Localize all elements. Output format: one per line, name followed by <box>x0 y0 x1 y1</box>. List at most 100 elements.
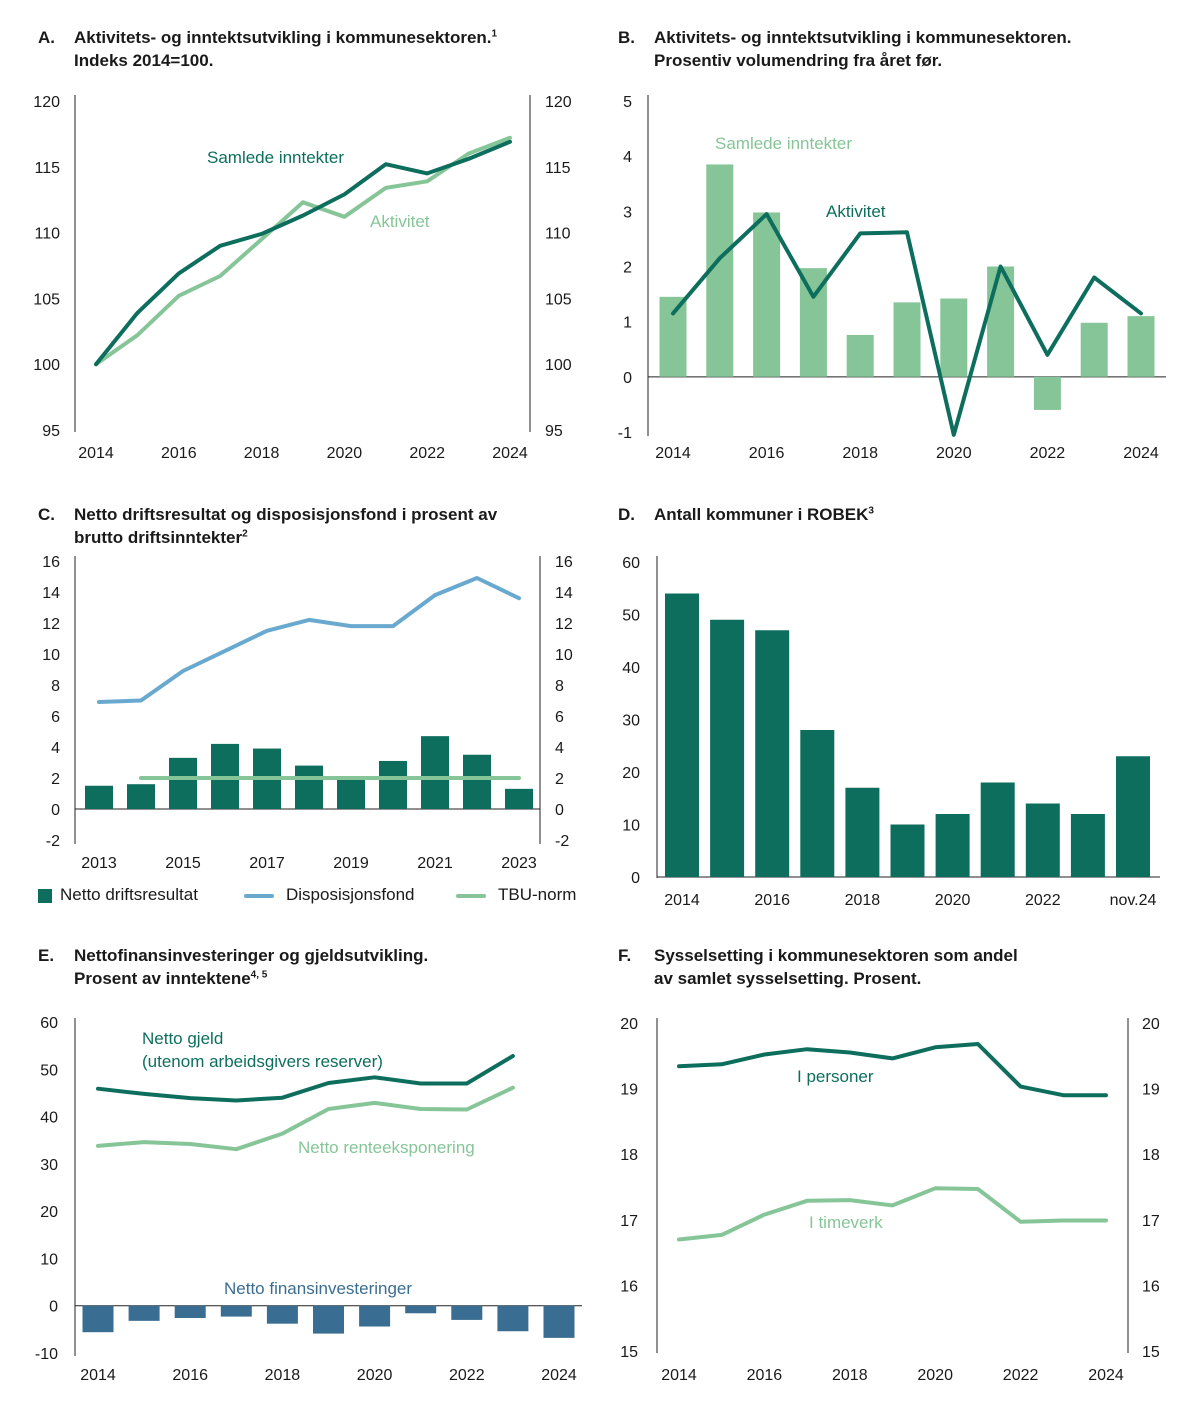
panel-a-label-samlede-inntekter: Samlede inntekter <box>207 148 344 167</box>
panel-c-ytick-right: 4 <box>555 740 564 757</box>
panel-c-bar-netto-driftsresultat <box>85 785 113 809</box>
panel-f-xtick: 2022 <box>1003 1367 1039 1384</box>
panel-b-ytick-left: 4 <box>623 149 632 166</box>
panel-a-line-samlede-inntekter <box>94 139 512 367</box>
panel-a-ytick-left: 95 <box>42 423 60 440</box>
panel-e-label-netto-gjeld: Netto gjeld <box>142 1029 223 1048</box>
panel-c-ytick-left: 12 <box>42 616 60 633</box>
panel-b-label-aktivitet: Aktivitet <box>826 202 886 221</box>
panel-e-xtick: 2022 <box>449 1367 485 1384</box>
panel-d-xtick: nov.24 <box>1110 892 1157 909</box>
panel-e-bar-netto-finansinvesteringer <box>174 1305 206 1319</box>
panel-c-line-disposisjonsfond <box>97 576 521 704</box>
panel-e-label-netto-renteeksponering: Netto renteeksponering <box>298 1138 475 1157</box>
panel-f-line-i-timeverk <box>677 1186 1108 1242</box>
panel-f-letter: F. <box>618 946 632 965</box>
panel-b-letter: B. <box>618 28 635 47</box>
panel-c-ytick-left: 6 <box>51 709 60 726</box>
panel-c-bar-netto-driftsresultat <box>169 757 197 809</box>
panel-c-xtick: 2013 <box>81 855 117 872</box>
panel-e-xtick: 2018 <box>265 1367 301 1384</box>
panel-e-bar-netto-finansinvesteringer <box>405 1305 437 1314</box>
panel-b-xtick: 2024 <box>1123 445 1159 462</box>
panel-a-ytick-left: 120 <box>33 94 60 111</box>
panel-f-ytick-left: 20 <box>620 1016 638 1033</box>
panel-b-line-aktivitet <box>671 212 1143 437</box>
panel-d-bar <box>755 630 790 877</box>
panel-b-ytick-left: 5 <box>623 94 632 111</box>
panel-d-ytick-left: 10 <box>622 818 640 835</box>
panel-b-title-line2: Prosentiv volumendring fra året før. <box>654 51 943 70</box>
panel-c-ytick-left: 2 <box>51 771 60 788</box>
panel-e-bar-netto-finansinvesteringer <box>128 1305 160 1321</box>
panel-c-footnote: 2 <box>242 528 248 540</box>
panel-e-ytick-left: 40 <box>40 1110 58 1127</box>
panel-d-bar <box>845 787 880 877</box>
panel-a-footnote: 1 <box>491 28 498 40</box>
panel-a-ytick-right: 100 <box>545 357 572 374</box>
panel-f-line-i-personer <box>677 1042 1108 1098</box>
panel-c-bar-netto-driftsresultat <box>505 788 533 809</box>
panel-c-ytick-left: 0 <box>51 802 60 819</box>
panel-e-footnote: 4, 5 <box>250 969 268 981</box>
panel-f-title-line1: Sysselsetting i kommunesektoren som ande… <box>654 946 1018 965</box>
panel-d-xtick: 2014 <box>664 892 700 909</box>
panel-f-xtick: 2024 <box>1088 1367 1124 1384</box>
panel-c-bar-netto-driftsresultat <box>295 765 323 809</box>
panel-f-title-line2: av samlet sysselsetting. Prosent. <box>654 969 922 988</box>
panel-a-ytick-right: 95 <box>545 423 563 440</box>
panel-b-bar-samlede-inntekter <box>846 334 874 377</box>
panel-d-xtick: 2020 <box>935 892 971 909</box>
panel-a-ytick-left: 105 <box>33 291 60 308</box>
panel-c-xtick: 2023 <box>501 855 537 872</box>
panel-f-xtick: 2020 <box>917 1367 953 1384</box>
legend-swatch-bar <box>38 889 52 903</box>
panel-f-label-i-timeverk: I timeverk <box>809 1213 883 1232</box>
panel-c-bar-netto-driftsresultat <box>463 754 491 809</box>
panel-b-bar-samlede-inntekter <box>940 298 968 377</box>
panel-c-title-line2: brutto driftsinntekter <box>74 528 243 547</box>
panel-f-ytick-right: 20 <box>1142 1016 1160 1033</box>
panel-c-ytick-right: 14 <box>555 585 573 602</box>
panel-d-footnote: 3 <box>868 505 874 517</box>
panel-f-ytick-right: 19 <box>1142 1082 1160 1099</box>
panel-e-label-netto-gjeld-sub: (utenom arbeidsgivers reserver) <box>142 1052 383 1071</box>
panel-e-ytick-left: 60 <box>40 1015 58 1032</box>
panel-a-ytick-right: 105 <box>545 291 572 308</box>
panel-e-bar-netto-finansinvesteringer <box>313 1305 344 1334</box>
panel-e-line-netto-renteeksponering <box>96 1085 515 1152</box>
panel-d-title-line1: Antall kommuner i ROBEK <box>654 505 869 524</box>
panel-b-ytick-left: 2 <box>623 260 632 277</box>
panel-c-letter: C. <box>38 505 55 524</box>
panel-b-bar-samlede-inntekter <box>1127 316 1155 377</box>
panel-c-ytick-right: 8 <box>555 678 564 695</box>
panel-d-ytick-left: 40 <box>622 660 640 677</box>
legend-label: TBU-norm <box>498 885 577 904</box>
panel-e-bar-netto-finansinvesteringer <box>359 1305 391 1327</box>
panel-b-ytick-left: 1 <box>623 315 632 332</box>
panel-a-line-aktivitet <box>94 135 512 367</box>
panel-a-xtick: 2014 <box>78 445 114 462</box>
panel-e-ytick-left: 20 <box>40 1204 58 1221</box>
panel-b-bar-samlede-inntekter <box>1033 376 1061 410</box>
panel-c-xtick: 2021 <box>417 855 453 872</box>
panel-e-bar-netto-finansinvesteringer <box>82 1305 114 1333</box>
panel-c-bar-netto-driftsresultat <box>337 778 365 809</box>
panel-e-ytick-left: 10 <box>40 1251 58 1268</box>
panel-d-bar <box>1116 756 1150 877</box>
panel-e-label-netto-finansinvesteringer: Netto finansinvesteringer <box>224 1279 412 1298</box>
panel-c-ytick-right: 2 <box>555 771 564 788</box>
panel-d-ytick-left: 20 <box>622 765 640 782</box>
panel-c-ytick-right: -2 <box>555 833 569 850</box>
panel-a-label-aktivitet: Aktivitet <box>370 212 430 231</box>
panel-e-ytick-left: 0 <box>49 1299 58 1316</box>
panel-f-xtick: 2018 <box>832 1367 868 1384</box>
panel-d-bar <box>1025 803 1060 877</box>
panel-f-ytick-right: 17 <box>1142 1213 1160 1230</box>
panel-a-ytick-right: 110 <box>545 226 571 243</box>
panel-a-title-line1: Aktivitets- og inntektsutvikling i kommu… <box>74 28 492 47</box>
panel-e-ytick-left: 30 <box>40 1157 58 1174</box>
panel-b-ytick-left: 0 <box>623 370 632 387</box>
panel-c-ytick-right: 0 <box>555 802 564 819</box>
panel-d-bar <box>935 814 970 877</box>
